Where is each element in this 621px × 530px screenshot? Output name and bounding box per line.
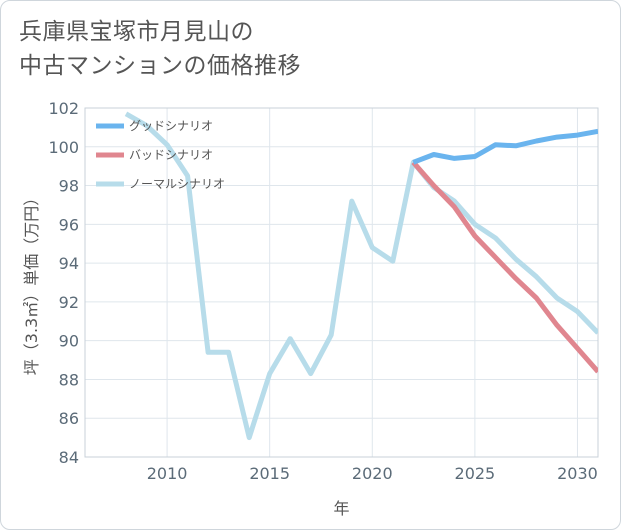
x-tick-label: 2025 [455, 464, 496, 483]
x-axis-label: 年 [333, 499, 349, 518]
x-axis-ticks: 2010 2015 2020 2025 2030 [147, 464, 598, 483]
y-tick-label: 94 [59, 254, 79, 273]
y-tick-label: 98 [59, 177, 79, 196]
series-lines [124, 111, 598, 441]
plot-frame [84, 107, 599, 458]
x-tick-label: 2010 [147, 464, 188, 483]
x-tick-label: 2020 [352, 464, 393, 483]
y-tick-label: 88 [59, 370, 79, 389]
grid-lines [84, 107, 599, 458]
y-tick-label: 92 [59, 293, 79, 312]
legend-label: グッドシナリオ [129, 119, 213, 133]
legend-label: ノーマルシナリオ [129, 177, 225, 191]
legend-label: バッドシナリオ [129, 148, 213, 162]
x-tick-label: 2015 [249, 464, 290, 483]
y-tick-label: 84 [59, 448, 79, 467]
y-tick-label: 90 [59, 332, 79, 351]
y-tick-label: 102 [48, 99, 79, 118]
y-tick-label: 96 [59, 215, 79, 234]
y-axis-ticks: 84 86 88 90 92 94 96 98 100 102 [48, 99, 79, 467]
series-line-good [412, 128, 598, 165]
y-tick-label: 86 [59, 409, 79, 428]
y-axis-label: 坪（3.3㎡）単価（万円） [22, 190, 41, 375]
series-line-normal [124, 111, 598, 441]
y-tick-label: 100 [48, 138, 79, 157]
chart-title-line-1: 兵庫県宝塚市月見山の [19, 19, 254, 45]
chart-title-line-2: 中古マンションの価格推移 [19, 53, 301, 79]
chart-title: 兵庫県宝塚市月見山の 中古マンションの価格推移 [19, 15, 301, 83]
x-tick-label: 2030 [557, 464, 598, 483]
series-line-bad [411, 160, 598, 374]
